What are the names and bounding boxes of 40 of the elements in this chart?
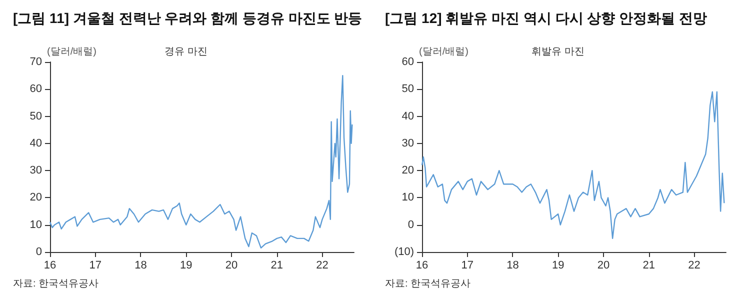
x-tick-label: 22 [688,260,700,272]
x-tick-label: 16 [416,260,428,272]
chart-title: [그림 12] 휘발유 마진 역시 다시 상향 안정화될 전망 [385,10,708,26]
y-tick-label: 60 [30,83,42,96]
y-tick-label: 60 [402,56,414,68]
y-tick-label: 40 [30,137,42,150]
y-tick-label: 40 [402,110,414,122]
x-tick-label: 16 [44,260,56,272]
y-tick-label: 70 [30,56,42,68]
text: 자료: 한국석유공사 [385,278,471,290]
y-tick-label: 50 [402,83,414,96]
y-tick-label: 20 [30,192,42,204]
y-tick-label: 0 [408,218,414,231]
x-tick-label: 21 [642,260,655,272]
x-tick-label: 18 [134,260,147,272]
x-tick-label: 20 [225,260,238,272]
y-tick-label: 20 [402,164,414,177]
y-tick-label: 10 [402,192,414,204]
y-tick-label: 0 [36,246,42,258]
x-tick-label: 19 [180,260,192,272]
x-tick-label: 18 [506,260,519,272]
chart-subtitle: 휘발유 마진 [532,46,584,58]
x-tick-label: 19 [552,260,564,272]
line-series [49,74,353,249]
y-tick-label: (10) [394,246,414,258]
chart-title: [그림 11] 겨울철 전력난 우려와 함께 등경유 마진도 반등 [13,10,362,26]
y-tick-label: 50 [30,110,42,122]
x-tick-label: 17 [461,260,474,272]
line-series [421,91,725,240]
y-tick-label: 30 [402,137,414,150]
y-tick-label: 10 [30,218,42,231]
y-tick-label: 30 [30,164,42,177]
x-tick-label: 17 [89,260,102,272]
chart-subtitle: 경유 마진 [164,46,208,58]
text: 자료: 한국석유공사 [13,278,99,290]
x-tick-label: 22 [316,260,328,272]
y-axis-title: (달러/배럴) [47,46,96,58]
x-tick-label: 20 [597,260,610,272]
x-tick-label: 21 [270,260,283,272]
y-axis-title: (달러/배럴) [419,46,468,58]
